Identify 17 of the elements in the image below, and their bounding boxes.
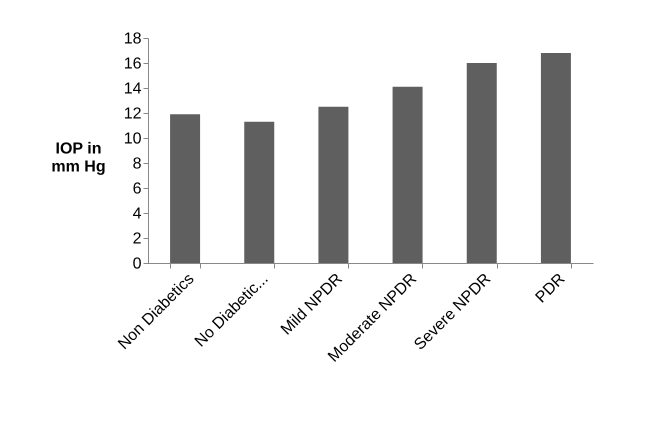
y-tick-label: 10: [124, 130, 142, 148]
y-tick-label: 12: [124, 106, 142, 122]
bar: [466, 63, 497, 263]
y-tick-label: 2: [132, 230, 142, 248]
y-tick-label: 0: [132, 256, 142, 272]
bar: [318, 106, 348, 263]
y-tick-label: 16: [124, 56, 142, 72]
y-tick-label: 18: [124, 30, 142, 48]
y-tick-label: 6: [132, 180, 142, 198]
bar: [244, 122, 274, 263]
bar: [540, 53, 571, 263]
y-tick-label: 8: [132, 156, 142, 172]
bar: [392, 86, 423, 263]
y-tick-label: 14: [124, 80, 142, 98]
bar: [170, 114, 200, 263]
y-axis-title: IOP in mm Hg: [51, 140, 106, 176]
y-tick-label: 4: [132, 206, 142, 222]
